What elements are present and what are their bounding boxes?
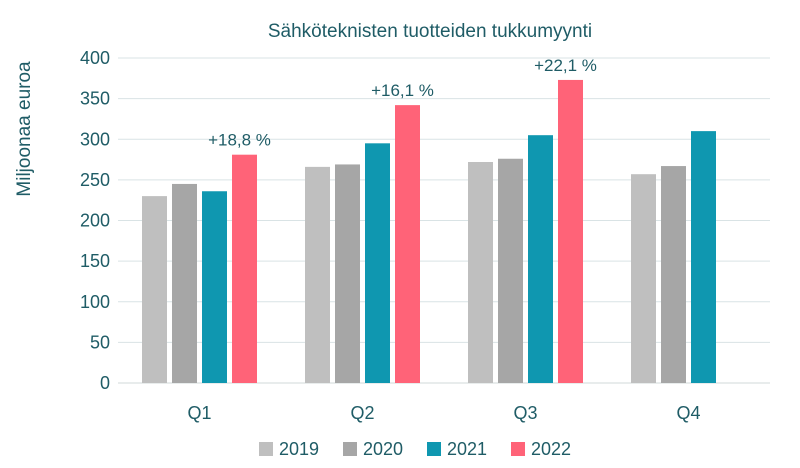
x-tick-label: Q1: [187, 403, 211, 423]
bar-q2-2019: [305, 166, 330, 383]
legend-swatch-2022: [511, 442, 525, 456]
y-axis-ticks: 0 50 100 150 200 250 300 350 400: [80, 48, 110, 393]
y-tick-label: 100: [80, 292, 110, 312]
y-tick-label: 200: [80, 211, 110, 231]
x-tick-label: Q4: [676, 403, 700, 423]
y-tick-label: 50: [90, 332, 110, 352]
growth-annotation: +16,1 %: [371, 81, 434, 100]
bar-q4-2019: [631, 174, 656, 383]
y-tick-label: 400: [80, 48, 110, 68]
bar-q3-2022: [558, 79, 583, 383]
annotations: +18,8 % +16,1 % +22,1 %: [208, 56, 597, 150]
x-tick-label: Q3: [513, 403, 537, 423]
bar-q1-2022: [232, 154, 257, 383]
legend-label-2021: 2021: [447, 439, 487, 459]
bar-q3-2020: [498, 158, 523, 383]
y-tick-label: 300: [80, 129, 110, 149]
y-tick-label: 0: [100, 373, 110, 393]
bar-q1-2020: [172, 183, 197, 383]
growth-annotation: +22,1 %: [534, 56, 597, 75]
legend-label-2022: 2022: [531, 439, 571, 459]
y-tick-label: 350: [80, 89, 110, 109]
y-tick-label: 250: [80, 170, 110, 190]
legend-label-2020: 2020: [363, 439, 403, 459]
x-axis-ticks: Q1 Q2 Q3 Q4: [187, 403, 700, 423]
bar-q2-2020: [335, 164, 360, 383]
legend-swatch-2021: [427, 442, 441, 456]
bar-q3-2019: [468, 162, 493, 383]
growth-annotation: +18,8 %: [208, 131, 271, 150]
legend: 2019 2020 2021 2022: [259, 439, 571, 459]
bar-q3-2021: [528, 135, 553, 383]
legend-label-2019: 2019: [279, 439, 319, 459]
bars: [142, 79, 716, 383]
bar-q2-2022: [395, 105, 420, 383]
bar-q4-2020: [661, 166, 686, 383]
bar-q4-2021: [691, 131, 716, 383]
bar-q1-2021: [202, 191, 227, 383]
y-axis-label: Miljoonaa euroa: [14, 61, 35, 197]
chart-title: Sähköteknisten tuotteiden tukkumyynti: [268, 21, 592, 42]
y-tick-label: 150: [80, 251, 110, 271]
bar-q2-2021: [365, 143, 390, 383]
legend-swatch-2019: [259, 442, 273, 456]
bar-q1-2019: [142, 196, 167, 383]
legend-swatch-2020: [343, 442, 357, 456]
x-tick-label: Q2: [350, 403, 374, 423]
